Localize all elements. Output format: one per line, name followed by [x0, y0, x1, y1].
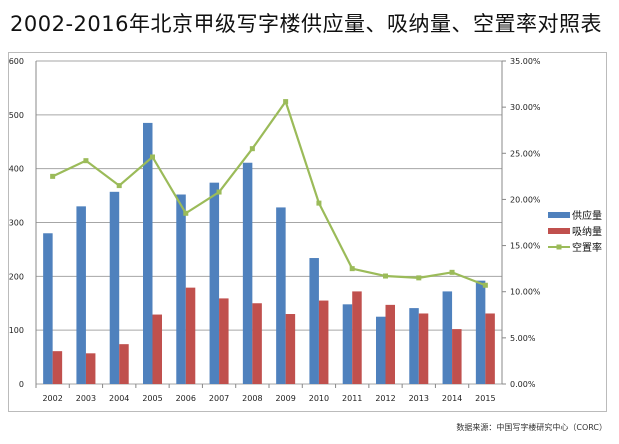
bar-supply [309, 258, 319, 384]
vacancy-point [116, 183, 122, 189]
vacancy-point [383, 273, 388, 279]
source-note: 数据来源：中国写字楼研究中心（CORC） [456, 423, 607, 432]
right-tick-label: 35.00% [510, 57, 541, 66]
x-tick-label: 2011 [342, 394, 362, 403]
right-tick-label: 0.00% [510, 380, 536, 389]
bar-supply [109, 191, 120, 384]
legend-swatch [548, 212, 570, 218]
right-tick-label: 25.00% [510, 149, 541, 158]
vacancy-point [283, 99, 289, 105]
right-tick-label: 15.00% [510, 242, 541, 251]
bar-absorption [352, 291, 362, 384]
left-tick-label: 500 [9, 111, 24, 120]
bar-supply [143, 122, 153, 385]
bar-supply [409, 308, 419, 384]
x-tick-label: 2015 [475, 394, 495, 403]
right-tick-label: 20.00% [510, 195, 541, 204]
bar-supply [442, 291, 453, 384]
bar-supply [276, 207, 286, 384]
vacancy-point [449, 269, 455, 275]
bar-absorption [52, 351, 63, 384]
bar-supply [242, 162, 253, 384]
bar-absorption [185, 287, 196, 384]
vacancy-point [50, 173, 56, 179]
bar-supply [76, 206, 86, 384]
x-tick-label: 2013 [409, 394, 429, 403]
x-tick-label: 2008 [242, 394, 262, 403]
x-tick-label: 2004 [109, 394, 129, 403]
x-tick-label: 2007 [209, 394, 229, 403]
vacancy-point [316, 200, 322, 206]
bar-supply [342, 304, 353, 384]
vacancy-point [482, 282, 488, 288]
right-tick-label: 10.00% [510, 288, 541, 297]
left-tick-label: 100 [9, 326, 24, 335]
x-tick-label: 2002 [42, 394, 62, 403]
bar-absorption [285, 314, 296, 384]
vacancy-point [349, 266, 355, 272]
legend-marker [556, 244, 562, 250]
legend-label: 供应量 [572, 209, 602, 222]
x-tick-label: 2006 [176, 394, 196, 403]
bar-absorption [85, 353, 96, 384]
vacancy-point [249, 146, 255, 152]
bar-absorption [119, 344, 129, 384]
x-tick-label: 2014 [442, 394, 462, 403]
legend-label: 空置率 [572, 241, 602, 254]
x-tick-label: 2010 [309, 394, 329, 403]
bar-absorption [219, 298, 229, 384]
bar-absorption [485, 313, 495, 384]
vacancy-point [150, 154, 155, 160]
x-tick-label: 2003 [76, 394, 96, 403]
right-tick-label: 30.00% [510, 103, 541, 112]
left-tick-label: 200 [9, 272, 24, 281]
x-tick-label: 2005 [142, 394, 162, 403]
chart-frame [8, 52, 607, 412]
left-tick-label: 300 [9, 219, 24, 228]
vacancy-point [83, 158, 89, 164]
left-tick-label: 0 [19, 380, 24, 389]
bar-supply [43, 233, 53, 384]
vacancy-point [183, 210, 189, 216]
bar-supply [376, 316, 386, 384]
chart-title: 2002-2016年北京甲级写字楼供应量、吸纳量、空置率对照表 [10, 12, 602, 36]
bar-absorption [252, 303, 262, 384]
legend-swatch [548, 228, 570, 234]
bar-supply [209, 182, 220, 384]
right-tick-label: 5.00% [510, 334, 536, 343]
bar-absorption [385, 304, 395, 384]
vacancy-point [416, 275, 422, 281]
bar-supply [475, 280, 486, 384]
x-tick-label: 2009 [275, 394, 295, 403]
bar-absorption [152, 314, 162, 384]
left-tick-label: 400 [9, 165, 24, 174]
vacancy-point [216, 189, 222, 195]
left-tick-label: 600 [9, 57, 24, 66]
x-tick-label: 2012 [375, 394, 395, 403]
legend-label: 吸纳量 [572, 225, 602, 238]
bar-supply [176, 194, 186, 384]
bar-absorption [452, 329, 462, 384]
bar-absorption [318, 300, 329, 384]
bar-absorption [418, 313, 429, 384]
vacancy-line [52, 99, 486, 287]
